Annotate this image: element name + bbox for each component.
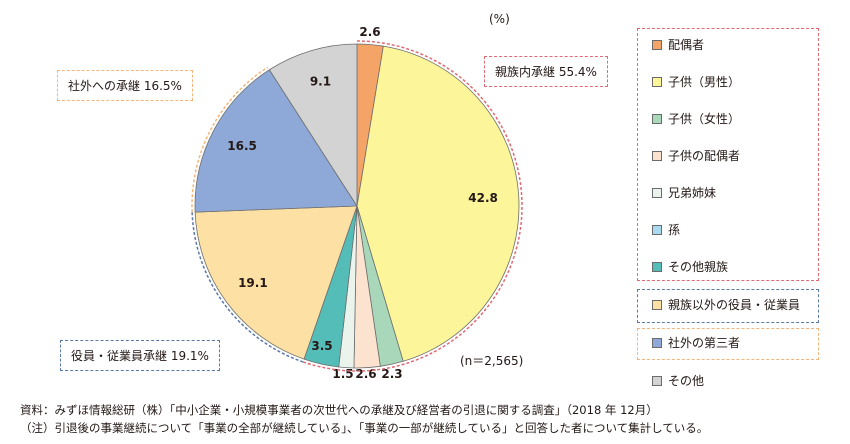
- slice-value-label: 9.1: [310, 75, 331, 89]
- pie-slice: [194, 205, 358, 360]
- legend-swatch: [652, 150, 662, 161]
- slice-value-label: 1.5: [332, 367, 353, 381]
- family-group-arc: [302, 40, 523, 372]
- legend-swatch: [652, 375, 662, 386]
- legend-item: その他親族: [652, 258, 728, 275]
- legend-swatch: [652, 76, 662, 87]
- sample-size-label: (n＝2,565): [460, 354, 524, 368]
- legend-swatch: [652, 337, 662, 348]
- pie-slice: [356, 45, 520, 362]
- slice-value-label: 16.5: [227, 139, 257, 153]
- employee-group-arc: [191, 212, 304, 363]
- callout-employee-succession: 役員・従業員承継 19.1%: [60, 340, 220, 371]
- legend-item: 配偶者: [652, 36, 704, 53]
- legend-label: 社外の第三者: [668, 336, 741, 350]
- slice-value-label: 2.3: [381, 367, 402, 381]
- legend-item: 孫: [652, 221, 680, 238]
- slice-value-label: 2.6: [355, 367, 376, 381]
- source-note: 資料：みずほ情報総研（株）「中小企業・小規模事業者の次世代への承継及び経営者の引…: [20, 403, 658, 417]
- legend-label: 配偶者: [668, 38, 705, 52]
- legend-swatch: [652, 299, 662, 310]
- callout-external-succession: 社外への承継 16.5%: [57, 70, 193, 101]
- callout-family-succession: 親族内承継 55.4%: [484, 56, 608, 87]
- legend-swatch: [652, 113, 662, 124]
- external-group-arc: [191, 66, 269, 213]
- legend-item: 子供（男性）: [652, 73, 740, 90]
- legend-item: 子供の配偶者: [652, 147, 740, 164]
- legend-item: その他: [652, 372, 704, 389]
- pie-slice: [268, 43, 358, 208]
- legend-label: 孫: [668, 223, 681, 237]
- legend-label: 兄弟姉妹: [668, 186, 717, 200]
- pie-slice: [194, 69, 358, 213]
- legend-label: 子供（女性）: [668, 112, 741, 126]
- legend-label: 子供の配偶者: [668, 149, 741, 163]
- legend-label: その他親族: [668, 260, 729, 274]
- legend-item: 子供（女性）: [652, 110, 740, 127]
- slice-value-label: 42.8: [468, 191, 498, 205]
- legend-external-group-box: [637, 328, 819, 360]
- legend-swatch: [652, 39, 662, 50]
- legend-employee-group-box: [637, 289, 819, 323]
- slice-value-label: 3.5: [311, 339, 332, 353]
- legend-item: 親族以外の役員・従業員: [652, 296, 800, 313]
- legend-label: 子供（男性）: [668, 75, 741, 89]
- legend-item: 社外の第三者: [652, 334, 740, 351]
- slice-value-label: 2.6: [359, 25, 380, 39]
- legend-family-group-box: [637, 28, 819, 281]
- legend-swatch: [652, 224, 662, 235]
- unit-label: (%): [489, 12, 510, 26]
- footnote: （注）引退後の事業継続について「事業の全部が継続している」、「事業の一部が継続し…: [20, 421, 709, 435]
- legend-label: その他: [668, 374, 705, 388]
- legend-label: 親族以外の役員・従業員: [668, 298, 801, 312]
- legend-swatch: [652, 187, 662, 198]
- legend-item: 兄弟姉妹: [652, 184, 716, 201]
- legend-swatch: [652, 261, 662, 272]
- slice-value-label: 19.1: [238, 276, 268, 290]
